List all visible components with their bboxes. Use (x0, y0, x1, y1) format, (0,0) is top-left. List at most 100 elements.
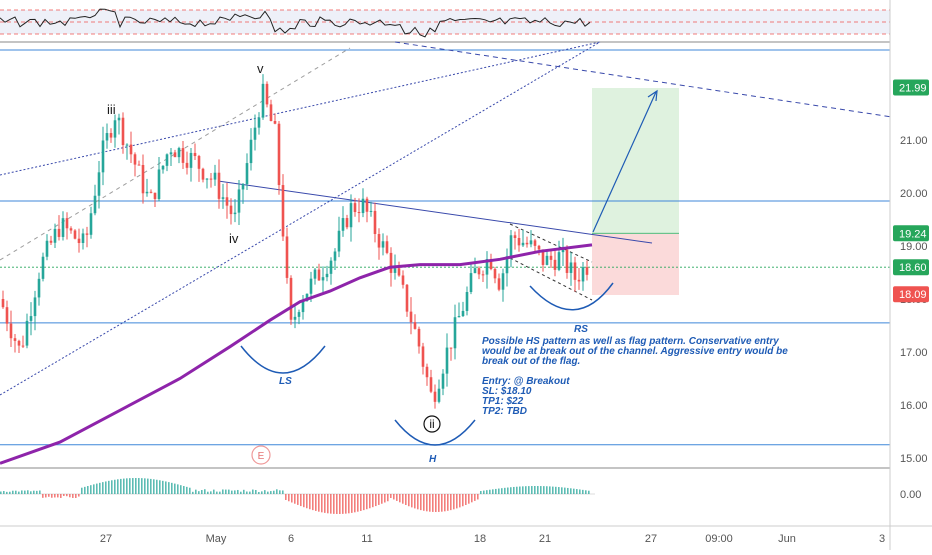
oscillator-bar (399, 494, 401, 503)
candle-body (321, 277, 325, 281)
oscillator-bar (375, 494, 377, 507)
oscillator-bar (150, 478, 152, 494)
candle-body (57, 228, 61, 237)
oscillator-bar (393, 494, 395, 500)
candle-body (573, 262, 577, 280)
oscillator-bar (573, 488, 575, 494)
oscillator-bar (216, 491, 218, 494)
price-tick-label: 15.00 (900, 453, 928, 465)
candle-body (17, 340, 21, 346)
candle-body (401, 275, 405, 285)
candle-body (565, 249, 569, 273)
oscillator-bar (411, 494, 413, 508)
oscillator-bar (417, 494, 419, 510)
candle-body (497, 278, 501, 290)
candle-body (273, 120, 277, 124)
candle-body (113, 120, 117, 138)
oscillator-bar (369, 494, 371, 509)
oscillator-bar (504, 487, 506, 494)
oscillator-bar (276, 489, 278, 494)
oscillator-bar (330, 494, 332, 514)
oscillator-bar (420, 494, 422, 511)
time-tick-label: 3 (879, 533, 885, 545)
candle-body (333, 251, 337, 261)
oscillator-bar (102, 482, 104, 494)
oscillator-bar (324, 494, 326, 513)
oscillator-bar (486, 490, 488, 494)
oscillator-bar (498, 488, 500, 494)
price-axis[interactable]: 22.0021.0020.0019.0018.0017.0016.0015.00… (893, 79, 929, 501)
oscillator-bar (306, 494, 308, 509)
candle-body (49, 240, 53, 243)
time-tick-label: May (206, 533, 227, 545)
oscillator-bar (138, 478, 140, 494)
candle-body (317, 269, 321, 281)
oscillator-bar (54, 494, 56, 498)
candle-body (553, 259, 557, 270)
candle-body (349, 203, 353, 228)
wave-label-ii: ii (429, 417, 434, 431)
time-axis[interactable]: 27 May 6 11 18 21 27 09:00 Jun 3 (100, 533, 885, 545)
candle-body (373, 210, 377, 235)
candle-body (177, 148, 181, 158)
candle-body (309, 278, 313, 294)
candle-body (185, 162, 189, 168)
candle-body (477, 268, 481, 275)
oscillator-bar (354, 494, 356, 513)
oscillator-bar (42, 494, 44, 498)
candle-body (285, 236, 289, 278)
candle-body (93, 195, 97, 214)
oscillator-bar (429, 494, 431, 512)
target-arrowhead (647, 89, 658, 102)
oscillator-bar (231, 490, 233, 494)
oscillator-bar (156, 479, 158, 494)
candle-body (361, 198, 365, 214)
oscillator-bar (126, 478, 128, 494)
candle-body (337, 230, 341, 252)
oscillator-bar (477, 494, 479, 500)
oscillator-bar (363, 494, 365, 511)
time-tick-label: 18 (474, 533, 486, 545)
candle-body (409, 311, 413, 323)
candle-body (293, 316, 297, 320)
oscillator-bar (294, 494, 296, 504)
oscillator-bar (453, 494, 455, 510)
oscillator-bar (513, 486, 515, 494)
candle-body (205, 178, 209, 180)
time-tick-label: 21 (539, 533, 551, 545)
oscillator-bar (522, 486, 524, 494)
oscillator-bar (546, 486, 548, 494)
target-arrow (592, 91, 657, 233)
oscillator-bar (495, 488, 497, 494)
candle-body (29, 316, 33, 321)
oscillator-bar (561, 487, 563, 494)
candle-body (305, 293, 309, 301)
oscillator-bar (12, 490, 14, 494)
oscillator-bar (315, 494, 317, 511)
candle-body (369, 210, 373, 212)
candle-body (109, 133, 113, 138)
candle-body (457, 316, 461, 318)
candle-body (449, 347, 453, 349)
oscillator-bar (66, 494, 68, 497)
oscillator-bar (15, 490, 17, 494)
earnings-marker[interactable] (251, 445, 271, 465)
candle-body (65, 218, 69, 229)
analysis-note-line: TP2: TBD (482, 406, 527, 417)
candle-body (425, 366, 429, 378)
oscillator-bar (342, 494, 344, 514)
oscillator-bar (105, 481, 107, 494)
candle-body (281, 185, 285, 237)
candle-body (189, 152, 193, 168)
oscillator-bar (165, 481, 167, 494)
candle-body (277, 123, 281, 186)
time-tick-label: 09:00 (705, 533, 733, 545)
candle-body (493, 269, 497, 279)
candle-body (137, 164, 141, 166)
oscillator-bar (279, 490, 281, 494)
oscillator-bar (171, 482, 173, 494)
oscillator-bar (528, 486, 530, 494)
wave-ii-circle (423, 415, 441, 433)
candle-body (217, 172, 221, 199)
